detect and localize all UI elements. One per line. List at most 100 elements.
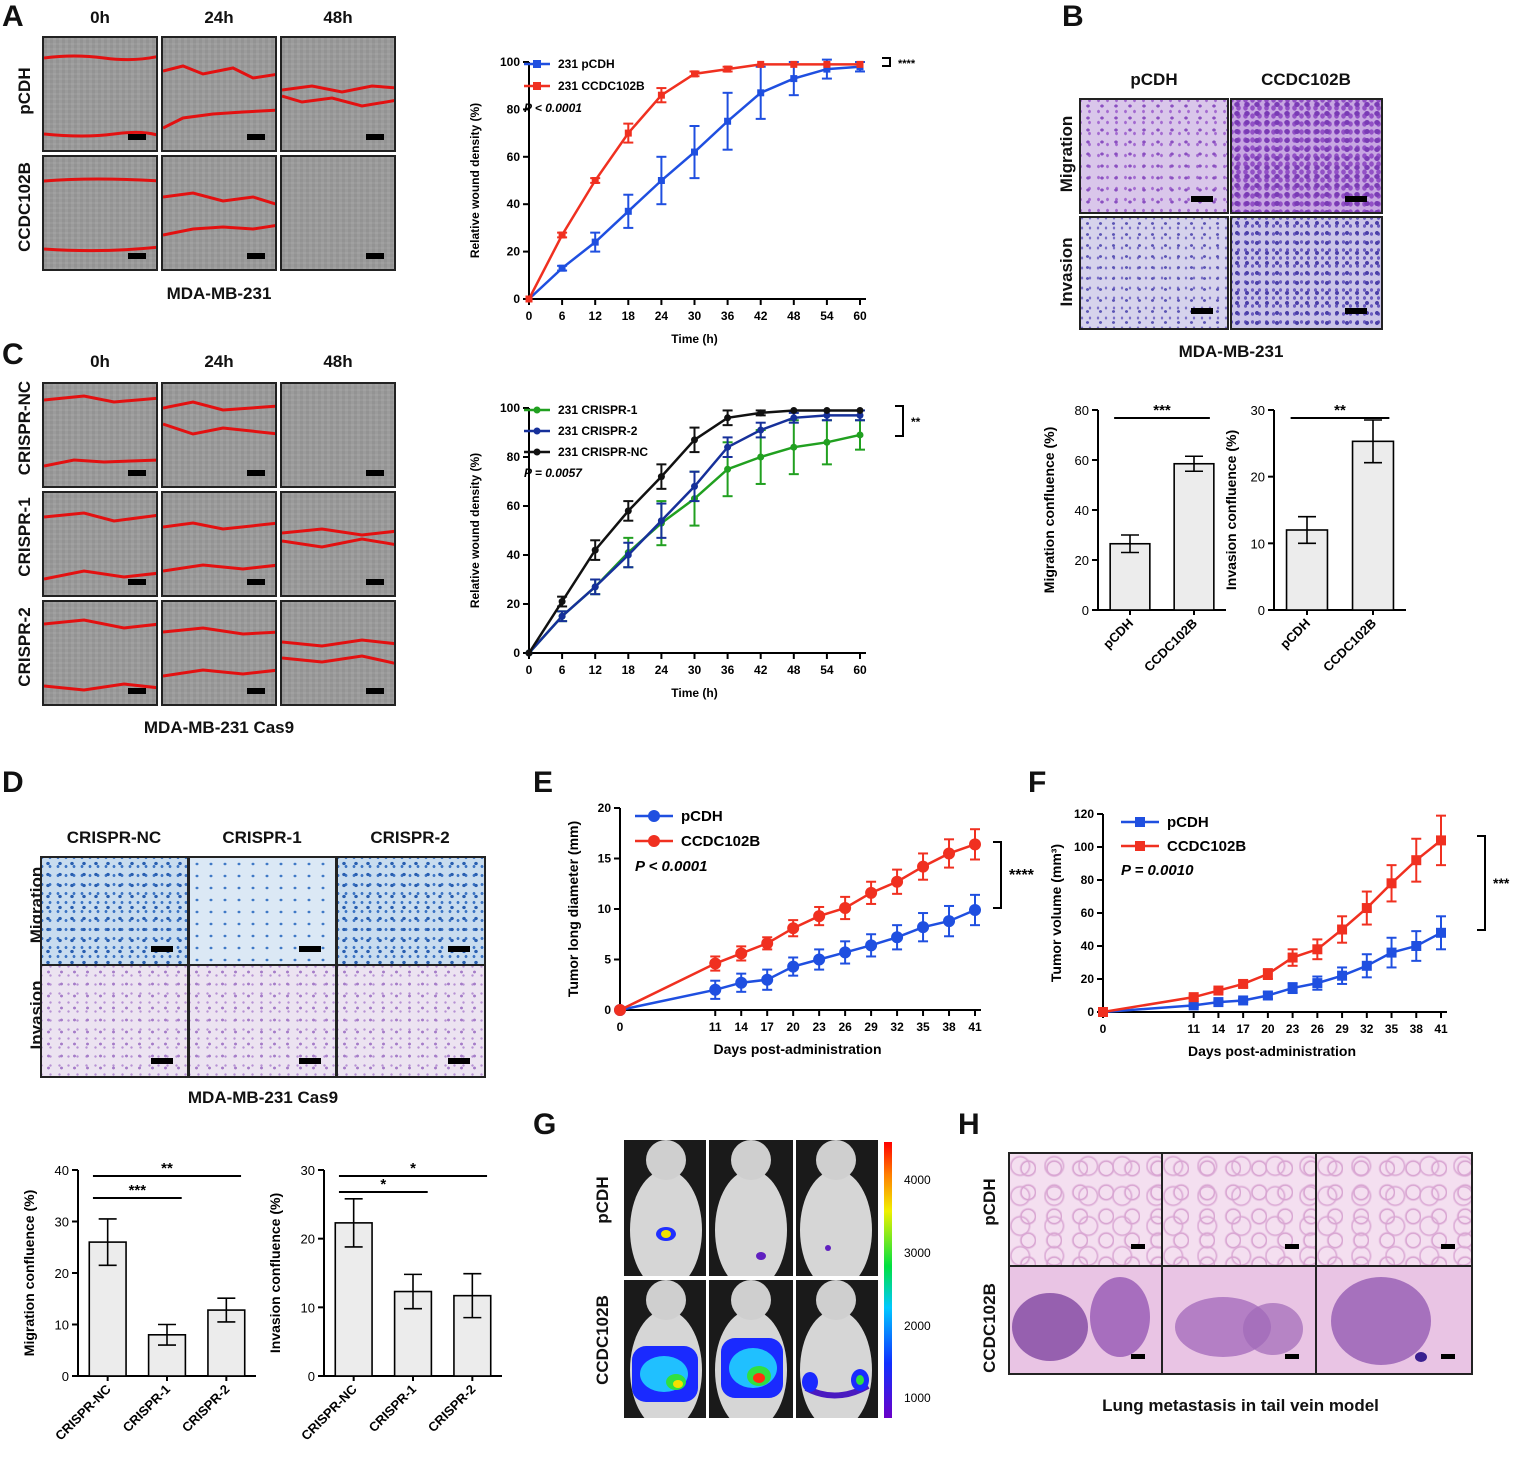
bar-chart-b-migration: 0 20 40 60 80 Migration confluence (%) pCDH CCD…: [1041, 402, 1226, 675]
p-value: P = 0.0010: [1121, 862, 1194, 879]
y-tick-label: 80: [1081, 873, 1095, 887]
data-point: [691, 436, 698, 444]
col-label-24h: 24h: [204, 8, 234, 27]
x-tick-label: 38: [1410, 1022, 1424, 1036]
y-tick-label: 80: [507, 102, 521, 116]
data-point: [1287, 983, 1298, 994]
col-label-crispr-1: CRISPR-1: [222, 828, 302, 847]
x-tick-label: 0: [1100, 1022, 1107, 1036]
significance-marker: *: [380, 1176, 386, 1193]
data-point: [558, 264, 566, 272]
y-tick-label: 30: [1251, 403, 1265, 418]
y-axis-label: Migration confluence (%): [1041, 427, 1057, 593]
data-point: [591, 238, 599, 246]
x-tick-label: pCDH: [1277, 616, 1313, 652]
y-tick-label: 0: [1258, 603, 1265, 618]
data-point: [624, 129, 632, 137]
data-point: [823, 65, 831, 73]
panel-label-g: G: [533, 1108, 557, 1141]
row-label-pcdh: pCDH: [593, 1176, 612, 1224]
wound-image: [280, 600, 396, 706]
transwell-image: [1079, 216, 1229, 330]
data-point: [1262, 990, 1273, 1001]
data-point: [1188, 992, 1199, 1003]
legend-label: 231 CRISPR-1: [558, 403, 638, 417]
data-point: [943, 847, 956, 860]
significance-marker: **: [161, 1160, 173, 1177]
x-tick-label: 20: [786, 1020, 800, 1034]
y-tick-label: 60: [1075, 453, 1089, 468]
legend-label: CCDC102B: [681, 833, 760, 850]
bar-chart-d-migration: 0 10 20 30 40 Migration confluence (%) CRISPR-…: [21, 1160, 256, 1443]
x-tick-label: 60: [853, 663, 867, 677]
x-tick-label: 54: [820, 309, 834, 323]
x-axis-label: Time (h): [671, 332, 717, 346]
x-tick-label: 36: [721, 309, 735, 323]
line-chart-e: 0 5 10 15 20 0 11 14 17 20 23 26 29 32 35 38 41 Days post…: [565, 801, 1035, 1057]
row-label-migration: Migration: [1057, 115, 1076, 193]
wound-image: [280, 382, 396, 488]
x-tick-label: CCDC102B: [1141, 616, 1200, 675]
x-tick-label: 0: [526, 309, 533, 323]
data-point: [709, 957, 722, 970]
col-label-48h: 48h: [323, 352, 353, 371]
x-tick-label: 29: [1335, 1022, 1349, 1036]
legend-label: 231 CRISPR-NC: [558, 445, 648, 459]
y-axis-label: Tumor volume (mm³): [1048, 844, 1064, 982]
data-point: [1361, 903, 1372, 914]
data-point: [917, 860, 930, 873]
data-point: [724, 465, 732, 473]
x-tick-label: 17: [1236, 1022, 1250, 1036]
data-point: [525, 649, 533, 657]
data-point: [1213, 985, 1224, 996]
y-tick-label: 10: [1251, 536, 1265, 551]
wound-image: [161, 36, 277, 152]
y-tick-label: 0: [308, 1369, 315, 1384]
x-axis-label: Time (h): [671, 686, 717, 700]
legend-label: 231 CRISPR-2: [558, 424, 638, 438]
data-point: [865, 886, 878, 899]
y-tick-label: 40: [55, 1163, 69, 1178]
data-point: [724, 443, 732, 451]
significance-bracket: [1477, 835, 1486, 931]
x-tick-label: 54: [820, 663, 834, 677]
data-point: [757, 89, 765, 97]
y-tick-label: 60: [507, 499, 521, 513]
series-line: [527, 63, 860, 300]
data-point: [724, 414, 732, 422]
data-point: [790, 443, 798, 451]
transwell-image: [1230, 216, 1383, 330]
data-point: [813, 910, 826, 923]
mouse-image: [796, 1140, 878, 1276]
histology-image: [1315, 1152, 1473, 1267]
data-point: [761, 937, 774, 950]
data-point: [691, 482, 698, 490]
data-point: [787, 960, 800, 973]
legend-marker: [1135, 817, 1145, 827]
data-point: [787, 922, 800, 935]
caption-b: MDA-MB-231: [1178, 342, 1284, 361]
panel-label-b: B: [1062, 0, 1084, 33]
x-tick-label: 35: [916, 1020, 930, 1034]
x-tick-label: 38: [942, 1020, 956, 1034]
y-tick-label: 30: [301, 1163, 315, 1178]
data-point: [724, 65, 732, 73]
x-axis-label: Days post-administration: [1188, 1043, 1356, 1059]
colorbar-tick: 2000: [904, 1319, 931, 1333]
significance-bracket: [895, 405, 904, 437]
data-point: [943, 915, 956, 928]
line-chart-f: 0 20 40 60 80 100 120 0 11 14 17 20 23 26 29 32 35 38 41 Da…: [1048, 807, 1510, 1059]
data-point: [558, 231, 566, 239]
row-label-ccdc102b: CCDC102B: [593, 1295, 612, 1385]
data-point: [1238, 995, 1249, 1006]
data-point: [624, 507, 632, 515]
data-point: [709, 983, 722, 996]
x-tick-label: 17: [761, 1020, 775, 1034]
y-tick-label: 30: [55, 1215, 69, 1230]
legend-marker: [533, 60, 541, 68]
data-point: [691, 70, 698, 78]
histology-image: [1008, 1152, 1163, 1267]
data-point: [823, 411, 831, 419]
panel-label-f: F: [1028, 766, 1047, 799]
